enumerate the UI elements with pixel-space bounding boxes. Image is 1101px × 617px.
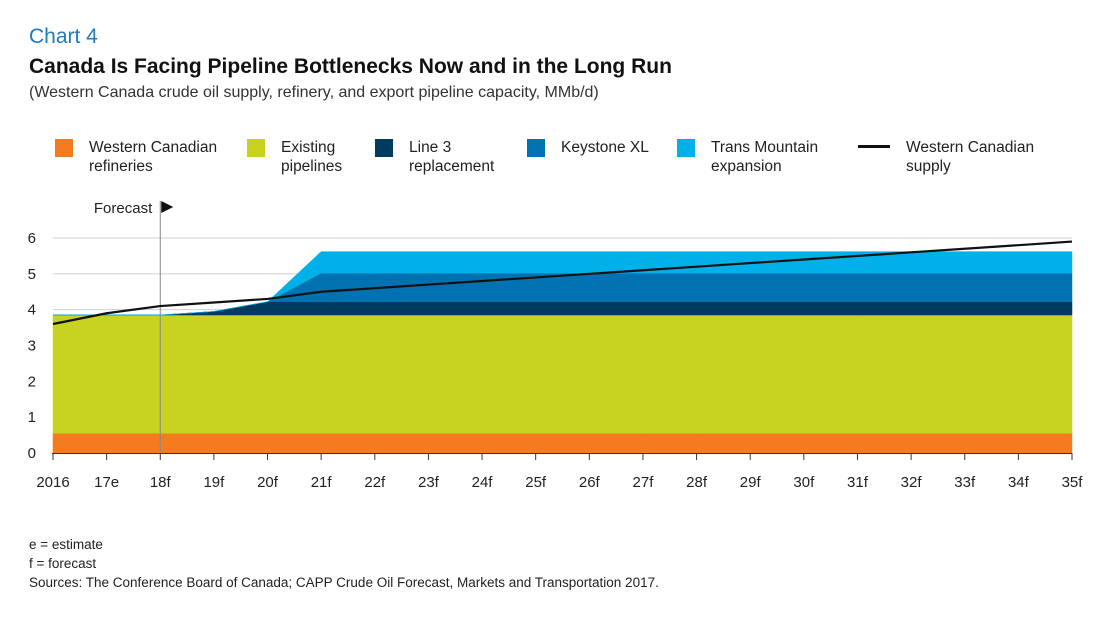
- forecast-label: Forecast: [94, 200, 153, 217]
- x-tick-label: 21f: [311, 474, 333, 491]
- legend-item-supply: Western Canadian supply: [858, 138, 1034, 176]
- legend-item-trans-mountain: Trans Mountain expansion: [677, 138, 818, 176]
- x-tick-label: 19f: [203, 474, 225, 491]
- area-series-0: [52, 433, 1073, 454]
- x-tick-label: 33f: [954, 474, 976, 491]
- legend-item-keystone: Keystone XL: [527, 138, 649, 157]
- x-tick-label: 18f: [150, 474, 172, 491]
- legend-line-supply: [858, 145, 890, 148]
- legend-swatch-trans-mountain: [677, 139, 695, 157]
- legend: Western Canadian refineries Existing pip…: [55, 138, 1095, 186]
- legend-label-keystone: Keystone XL: [561, 139, 649, 156]
- chart-number: Chart 4: [29, 25, 98, 48]
- legend-label-existing-pipelines: Existing pipelines: [281, 139, 343, 175]
- notes: e = estimate f = forecast Sources: The C…: [29, 535, 659, 592]
- legend-label-line3: Line 3 replacement: [409, 139, 495, 175]
- area-series-1: [52, 314, 1073, 434]
- legend-swatch-refineries: [55, 139, 73, 157]
- x-tick-label: 34f: [1008, 474, 1030, 491]
- x-tick-label: 31f: [847, 474, 869, 491]
- legend-label-refineries: Western Canadian refineries: [89, 139, 218, 175]
- supply-line: [52, 240, 1073, 326]
- chart-subtitle: (Western Canada crude oil supply, refine…: [29, 84, 599, 101]
- x-tick-label: 35f: [1062, 474, 1084, 491]
- x-tick-label: 26f: [579, 474, 601, 491]
- x-tick-label: 23f: [418, 474, 440, 491]
- legend-item-refineries: Western Canadian refineries: [55, 138, 217, 176]
- legend-label-supply: Western Canadian supply: [906, 139, 1035, 175]
- legend-swatch-existing-pipelines: [247, 139, 265, 157]
- legend-swatch-keystone: [527, 139, 545, 157]
- y-tick-label: 5: [28, 266, 36, 283]
- x-tick-label: 17e: [94, 474, 119, 491]
- note-estimate: e = estimate: [29, 537, 103, 552]
- forecast-flag-icon: [161, 201, 174, 213]
- y-tick-label: 4: [28, 302, 36, 319]
- x-tick-label: 30f: [793, 474, 815, 491]
- legend-swatch-line3: [375, 139, 393, 157]
- x-tick-label: 22f: [364, 474, 386, 491]
- x-tick-label: 25f: [525, 474, 547, 491]
- x-tick-label: 20f: [257, 474, 279, 491]
- y-tick-label: 6: [28, 230, 36, 247]
- y-tick-label: 1: [28, 409, 36, 426]
- chart-title: Canada Is Facing Pipeline Bottlenecks No…: [29, 55, 672, 78]
- y-tick-label: 3: [28, 338, 36, 355]
- note-forecast: f = forecast: [29, 556, 97, 571]
- area-series-4: [53, 251, 1073, 316]
- x-tick-label: 28f: [686, 474, 708, 491]
- legend-item-existing-pipelines: Existing pipelines: [247, 138, 342, 176]
- x-tick-label: 29f: [740, 474, 762, 491]
- x-tick-label: 27f: [633, 474, 655, 491]
- x-tick-label: 32f: [901, 474, 923, 491]
- note-sources: Sources: The Conference Board of Canada;…: [29, 575, 659, 590]
- legend-label-trans-mountain: Trans Mountain expansion: [711, 139, 819, 175]
- y-tick-label: 0: [28, 445, 36, 462]
- x-tick-label: 24f: [472, 474, 494, 491]
- x-tick-label: 2016: [36, 474, 69, 491]
- legend-item-line3: Line 3 replacement: [375, 138, 494, 176]
- y-tick-label: 2: [28, 373, 36, 390]
